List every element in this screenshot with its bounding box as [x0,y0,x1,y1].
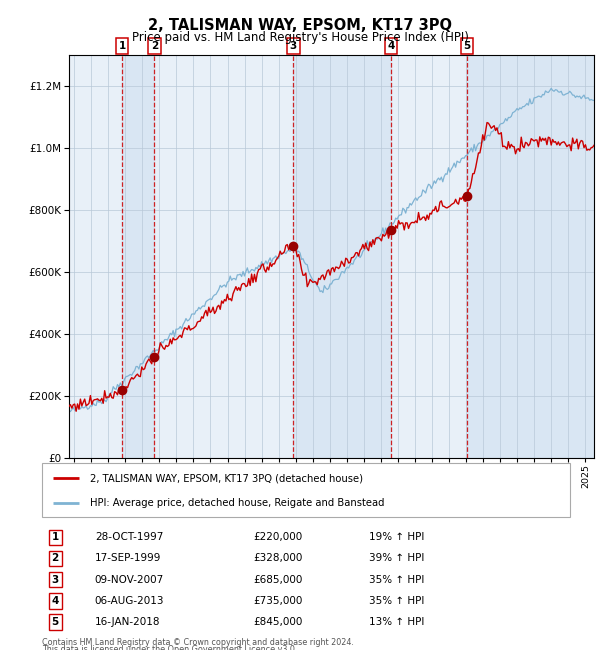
Text: 4: 4 [52,595,59,606]
Text: 2, TALISMAN WAY, EPSOM, KT17 3PQ (detached house): 2, TALISMAN WAY, EPSOM, KT17 3PQ (detach… [89,473,362,484]
Text: 1: 1 [119,41,126,51]
Text: £220,000: £220,000 [253,532,302,542]
Text: 1: 1 [52,532,59,542]
Text: 35% ↑ HPI: 35% ↑ HPI [370,595,425,606]
Text: 16-JAN-2018: 16-JAN-2018 [95,617,160,627]
Text: 19% ↑ HPI: 19% ↑ HPI [370,532,425,542]
Text: Contains HM Land Registry data © Crown copyright and database right 2024.: Contains HM Land Registry data © Crown c… [42,638,354,647]
Text: 5: 5 [52,617,59,627]
Text: 5: 5 [463,41,470,51]
Text: £685,000: £685,000 [253,575,302,584]
Text: Price paid vs. HM Land Registry's House Price Index (HPI): Price paid vs. HM Land Registry's House … [131,31,469,44]
Text: 3: 3 [290,41,297,51]
Text: £845,000: £845,000 [253,617,302,627]
Text: 17-SEP-1999: 17-SEP-1999 [95,554,161,564]
Text: £735,000: £735,000 [253,595,302,606]
Text: 35% ↑ HPI: 35% ↑ HPI [370,575,425,584]
Bar [122,55,154,458]
Text: 4: 4 [388,41,395,51]
Bar [293,55,391,458]
Text: 13% ↑ HPI: 13% ↑ HPI [370,617,425,627]
Text: 3: 3 [52,575,59,584]
Text: 2: 2 [52,554,59,564]
Bar [467,55,594,458]
Text: 39% ↑ HPI: 39% ↑ HPI [370,554,425,564]
Text: 06-AUG-2013: 06-AUG-2013 [95,595,164,606]
Text: £328,000: £328,000 [253,554,302,564]
FancyBboxPatch shape [42,463,570,517]
Text: 2, TALISMAN WAY, EPSOM, KT17 3PQ: 2, TALISMAN WAY, EPSOM, KT17 3PQ [148,18,452,33]
Text: 09-NOV-2007: 09-NOV-2007 [95,575,164,584]
Text: This data is licensed under the Open Government Licence v3.0.: This data is licensed under the Open Gov… [42,645,298,650]
Text: 28-OCT-1997: 28-OCT-1997 [95,532,163,542]
Text: HPI: Average price, detached house, Reigate and Banstead: HPI: Average price, detached house, Reig… [89,499,384,508]
Text: 2: 2 [151,41,158,51]
